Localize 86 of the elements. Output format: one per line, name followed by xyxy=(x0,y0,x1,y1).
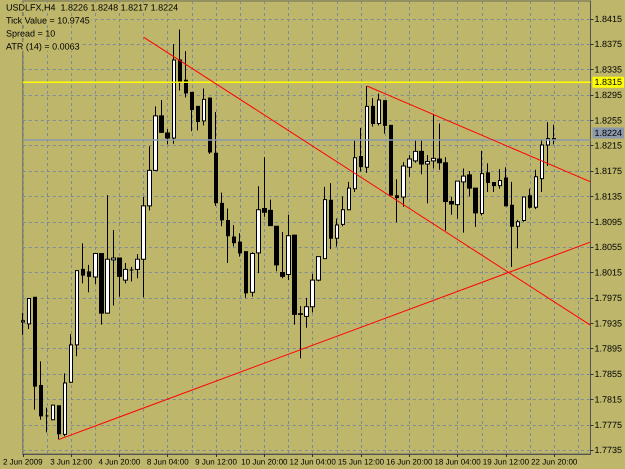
candlestick xyxy=(202,88,206,126)
candlestick xyxy=(208,96,212,154)
x-tick-label: 18 Jun 04:00 xyxy=(434,458,482,466)
x-tick-label: 10 Jun 20:00 xyxy=(241,458,288,466)
candlestick xyxy=(347,181,351,211)
annotation: Spread = 10 xyxy=(6,28,56,38)
candlestick xyxy=(81,242,85,284)
y-tick-label: 1.8095 xyxy=(594,216,622,227)
candlestick xyxy=(341,196,345,227)
candlestick xyxy=(51,404,55,421)
candlestick xyxy=(504,166,508,206)
candlestick xyxy=(190,92,194,132)
candlestick xyxy=(389,124,393,196)
candlestick xyxy=(516,219,520,249)
ref-line-label: 1.8224 xyxy=(594,128,622,138)
candlestick xyxy=(214,112,218,206)
x-tick-label: 3 Jun 12:00 xyxy=(50,458,93,466)
x-tick-label: 8 Jun 04:00 xyxy=(146,458,190,466)
candlestick xyxy=(75,270,79,357)
annotation: ATR (14) = 0.0063 xyxy=(6,42,80,52)
candlestick xyxy=(498,168,502,190)
candlestick xyxy=(27,298,31,330)
candlestick xyxy=(540,138,544,192)
candlestick xyxy=(87,264,91,293)
candlestick xyxy=(45,407,49,433)
candlestick xyxy=(353,140,357,192)
candlestick xyxy=(21,312,25,336)
x-tick-label: 4 Jun 20:00 xyxy=(98,458,141,466)
y-tick-label: 1.8015 xyxy=(594,268,622,278)
candlestick xyxy=(480,150,484,216)
candlestick xyxy=(359,127,363,172)
candlestick xyxy=(383,100,387,134)
candlestick xyxy=(522,196,526,222)
candlestick xyxy=(33,296,37,410)
candlestick xyxy=(232,224,236,248)
candlestick xyxy=(69,334,73,384)
candlestick xyxy=(534,169,538,210)
candlestick xyxy=(184,50,188,98)
x-tick-label: 12 Jun 04:00 xyxy=(290,458,336,466)
annotation: Tick Value = 10.9745 xyxy=(6,16,90,26)
y-tick-label: 1.7815 xyxy=(594,394,622,404)
y-tick-label: 1.8335 xyxy=(594,64,622,75)
x-tick-label: 2 Jun 2009 xyxy=(3,458,44,466)
candlestick xyxy=(365,86,369,174)
candlestick xyxy=(57,405,61,440)
x-tick-label: 16 Jun 20:00 xyxy=(386,458,433,466)
candlestick xyxy=(371,98,375,128)
y-tick-label: 1.8295 xyxy=(594,90,622,100)
y-tick-label: 1.8415 xyxy=(594,14,622,24)
x-tick-label: 15 Jun 12:00 xyxy=(338,458,385,466)
candlestick xyxy=(329,182,333,250)
candlestick xyxy=(172,44,176,144)
candlestick xyxy=(546,122,550,166)
y-tick-label: 1.7735 xyxy=(594,445,622,456)
y-tick-label: 1.7975 xyxy=(594,292,622,303)
x-tick-label: 19 Jun 12:00 xyxy=(482,458,530,466)
candlestick xyxy=(226,208,230,264)
candlestick xyxy=(244,251,248,298)
candlestick xyxy=(238,232,242,258)
x-tick-label: 22 Jun 20:00 xyxy=(531,458,578,466)
candlestick xyxy=(196,106,200,131)
candlestick xyxy=(395,178,399,223)
candlestick xyxy=(220,192,224,227)
y-tick-label: 1.8375 xyxy=(594,39,622,50)
candlestick xyxy=(486,162,490,192)
y-tick-label: 1.7895 xyxy=(594,344,622,354)
candlestick xyxy=(323,186,327,260)
y-tick-label: 1.8255 xyxy=(594,115,622,126)
candlestick xyxy=(528,188,532,209)
candlestick xyxy=(510,181,514,268)
y-tick-label: 1.7935 xyxy=(594,318,622,328)
y-tick-label: 1.8055 xyxy=(594,242,622,252)
annotation: USDLFX,H4 1.8226 1.8248 1.8217 1.8224 xyxy=(6,2,178,12)
x-tick-label: 9 Jun 12:00 xyxy=(195,458,238,466)
y-tick-label: 1.7855 xyxy=(594,369,622,380)
candlestick xyxy=(377,93,381,126)
ref-line-label: 1.8315 xyxy=(594,77,622,88)
candlestick xyxy=(63,372,67,437)
y-tick-label: 1.8135 xyxy=(594,191,622,202)
candlestick xyxy=(335,218,339,248)
candlestick xyxy=(492,182,496,192)
candlestick xyxy=(39,360,43,420)
candlestick xyxy=(178,29,182,91)
y-tick-label: 1.8215 xyxy=(594,140,622,151)
y-tick-label: 1.7775 xyxy=(594,420,622,430)
y-tick-label: 1.8175 xyxy=(594,166,622,176)
